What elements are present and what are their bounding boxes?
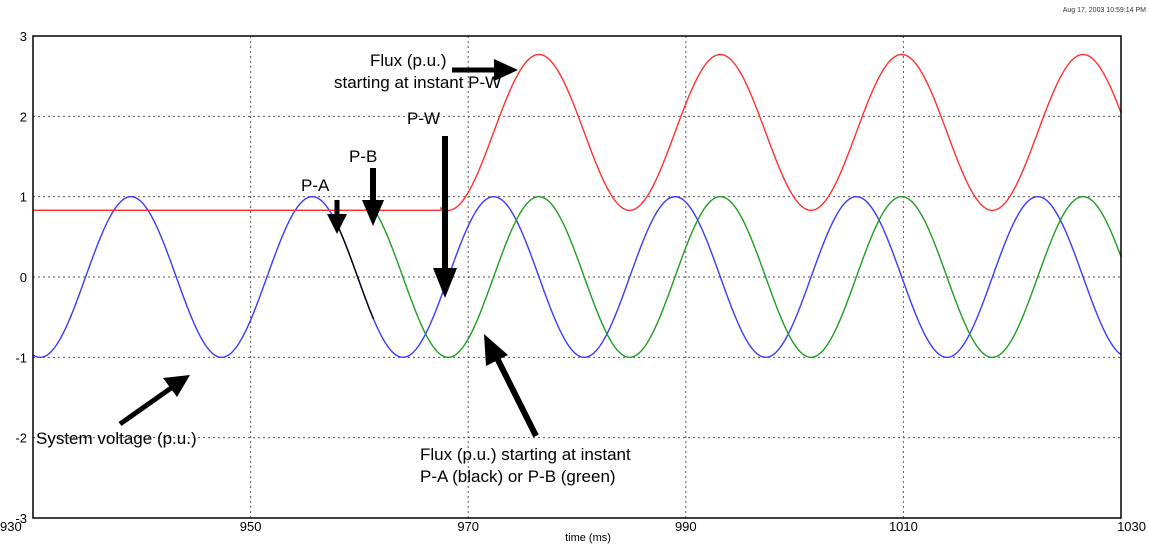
series-line [335,223,375,320]
grid-lines [33,36,1121,518]
x-tick-label: 930 [0,519,22,534]
series-line [33,195,1122,359]
x-axis-label: time (ms) [565,532,611,544]
x-tick-label: 1010 [889,519,918,534]
annotation-flux-pa-pb-line2: P-A (black) or P-B (green) [420,467,616,486]
y-tick-label: 3 [20,29,27,44]
annotation-pw: P-W [407,109,440,128]
plot-frame [32,35,1122,519]
annotation-pb: P-B [349,147,377,166]
y-tick-label: -1 [15,350,27,365]
x-tick-label: 1030 [1117,519,1146,534]
arrow-pw [433,136,457,298]
tick-labels: 930 950 970 990 1010 1030 3 2 1 0 -1 -2 -3 [0,29,1146,534]
annotations: Flux (p.u.) starting at instant P-W P-W … [36,51,631,486]
series-line [33,53,1122,212]
series-line [32,195,1122,359]
timestamp: Aug 17, 2003 10:59:14 PM [1063,7,1146,14]
series-group [32,53,1122,359]
arrow-pa [327,200,347,234]
annotation-flux-pw-line2: starting at instant P-W [334,73,501,92]
x-tick-label: 950 [240,519,262,534]
annotation-arrows [118,59,539,438]
annotation-flux-pw-line1: Flux (p.u.) [370,51,447,70]
y-tick-label: -2 [15,431,27,446]
x-tick-label: 970 [457,519,479,534]
annotation-flux-pa-pb-line1: Flux (p.u.) starting at instant [420,445,631,464]
y-tick-label: 1 [20,190,27,205]
annotation-pa: P-A [301,176,330,195]
arrow-flux-pa-pb [484,334,539,438]
y-tick-label: -3 [15,511,27,526]
y-tick-label: 2 [20,109,27,124]
arrow-pb [362,168,384,226]
arrow-system-voltage [118,375,190,427]
x-tick-label: 990 [675,519,697,534]
arrow-flux-pw [452,59,518,81]
y-tick-label: 0 [20,270,27,285]
annotation-system-voltage: System voltage (p.u.) [36,429,197,448]
